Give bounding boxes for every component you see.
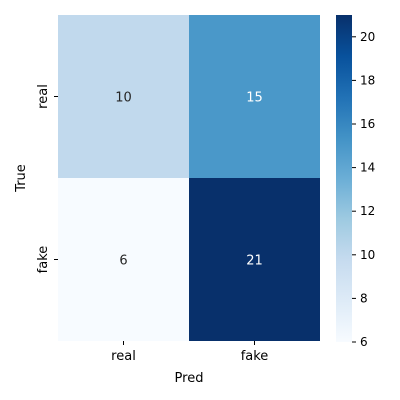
heatmap-cell bbox=[58, 178, 189, 341]
colorbar-tick-label: 14 bbox=[360, 161, 375, 175]
colorbar-tick-label: 16 bbox=[360, 117, 375, 131]
cell-value-label: 6 bbox=[119, 254, 127, 269]
heatmap-cell bbox=[189, 178, 320, 341]
y-tick-label: real bbox=[36, 84, 51, 109]
heatmap-cell bbox=[58, 15, 189, 178]
colorbar-tick-label: 20 bbox=[360, 30, 375, 44]
cell-value-label: 10 bbox=[115, 91, 132, 106]
colorbar-tick-label: 18 bbox=[360, 73, 375, 87]
cell-value-label: 21 bbox=[246, 254, 263, 269]
colorbar-tick-label: 10 bbox=[360, 248, 375, 262]
colorbar-tick-label: 12 bbox=[360, 204, 375, 218]
x-tick-label: fake bbox=[241, 349, 269, 364]
heatmap-cell bbox=[189, 15, 320, 178]
x-tick-labels: real fake bbox=[111, 341, 268, 364]
y-axis-label: True bbox=[14, 164, 29, 193]
colorbar bbox=[336, 15, 352, 342]
colorbar-tick-label: 6 bbox=[360, 335, 368, 349]
y-tick-label: fake bbox=[36, 246, 51, 274]
colorbar-tick-label: 8 bbox=[360, 291, 368, 305]
cell-value-label: 15 bbox=[246, 91, 263, 106]
x-axis-label: Pred bbox=[175, 371, 204, 386]
y-tick-labels: real fake bbox=[36, 84, 58, 273]
heatmap-cells: 10 15 6 21 bbox=[58, 15, 320, 341]
colorbar-ticks: 6 8 10 12 14 16 18 20 bbox=[352, 30, 375, 349]
x-tick-label: real bbox=[111, 349, 136, 364]
